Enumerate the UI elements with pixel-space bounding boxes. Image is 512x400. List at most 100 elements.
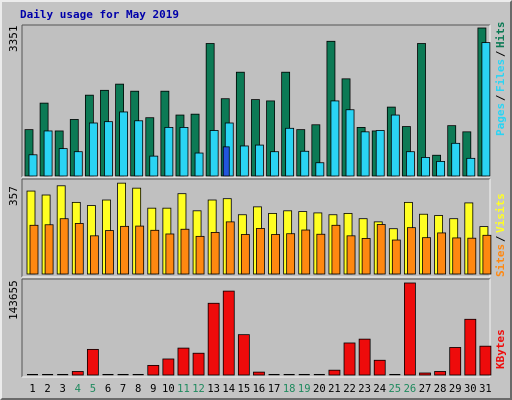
- hits-legend-sep: /: [494, 94, 507, 101]
- files-bar-day-5: [88, 122, 98, 177]
- files-bar-day-31: [481, 42, 491, 177]
- x-tick-day-13: 13: [207, 383, 220, 395]
- sites-bar-day-29: [452, 237, 462, 275]
- x-tick-day-21: 21: [328, 383, 341, 395]
- kbytes-bar-day-20: [313, 374, 325, 376]
- kbytes-bar-day-6: [102, 374, 114, 376]
- x-tick-day-3: 3: [60, 383, 66, 395]
- sites-bar-day-20: [316, 233, 326, 275]
- sites-bar-day-1: [29, 224, 39, 275]
- files-bar-day-2: [43, 130, 53, 177]
- x-tick-day-4: 4: [75, 383, 81, 395]
- x-tick-day-31: 31: [479, 383, 492, 395]
- x-tick-day-8: 8: [135, 383, 141, 395]
- visits-ymax-label: 357: [7, 186, 20, 206]
- kbytes-bar-day-13: [207, 302, 220, 376]
- kbytes-bar-day-14: [222, 290, 235, 376]
- kbytes-bar-day-28: [434, 371, 447, 376]
- kbytes-bar-day-2: [42, 374, 54, 376]
- files-bar-day-7: [119, 111, 128, 177]
- kbytes-bar-day-9: [147, 364, 160, 376]
- sites-bar-day-5: [89, 235, 99, 275]
- sites-bar-day-9: [150, 229, 160, 275]
- sites-bar-day-15: [240, 234, 250, 275]
- x-tick-day-14: 14: [222, 383, 235, 395]
- x-tick-day-27: 27: [419, 383, 432, 395]
- sites-bar-day-24: [376, 224, 386, 275]
- sites-bar-day-7: [120, 225, 129, 275]
- kbytes-bar-day-18: [283, 374, 295, 376]
- kbytes-bar-day-11: [177, 347, 190, 376]
- kbytes-bar-day-5: [86, 348, 99, 376]
- files-bar-day-27: [421, 157, 430, 177]
- kbytes-legend: KBytes: [494, 329, 507, 369]
- files-bar-day-3: [58, 148, 68, 177]
- sites-bar-day-19: [301, 229, 311, 275]
- x-tick-day-15: 15: [238, 383, 251, 395]
- files-bar-day-22: [345, 109, 355, 177]
- x-tick-day-16: 16: [253, 383, 266, 395]
- sites-bar-day-23: [361, 238, 371, 275]
- x-tick-day-6: 6: [105, 383, 111, 395]
- files-bar-day-13: [209, 130, 219, 177]
- files-bar-day-6: [104, 121, 113, 177]
- sites-bar-day-31: [482, 234, 492, 275]
- files-bar-day-4: [73, 151, 83, 177]
- x-tick-day-23: 23: [358, 383, 371, 395]
- files-bar-day-17: [270, 151, 279, 177]
- sites-bar-day-3: [59, 218, 69, 275]
- files-bar-day-10: [164, 127, 174, 177]
- files-bar-day-9: [149, 155, 159, 177]
- kbytes-bar-day-23: [358, 338, 371, 376]
- files-bar-day-19: [300, 150, 310, 177]
- visits-legend-sep: /: [494, 235, 507, 242]
- hits-legend-files: Files: [494, 58, 507, 92]
- x-tick-day-28: 28: [434, 383, 447, 395]
- sites-bar-day-28: [437, 232, 447, 275]
- x-tick-day-10: 10: [162, 383, 175, 395]
- files-bar-day-18: [285, 127, 295, 177]
- sites-bar-day-18: [286, 233, 296, 275]
- sites-bar-day-4: [74, 223, 84, 275]
- kbytes-ymax-label: 143655: [7, 280, 20, 320]
- x-tick-day-17: 17: [268, 383, 281, 395]
- kbytes-bar-day-27: [419, 372, 431, 376]
- visits-legend-visits: Visits: [494, 193, 507, 233]
- x-tick-day-19: 19: [298, 383, 311, 395]
- x-tick-day-29: 29: [449, 383, 462, 395]
- files-bar-day-11: [179, 127, 189, 177]
- files-bar-day-30: [466, 157, 476, 177]
- x-tick-day-1: 1: [29, 383, 35, 395]
- kbytes-bar-day-25: [389, 374, 401, 376]
- kbytes-bar-day-12: [192, 352, 205, 376]
- kbytes-bar-day-1: [27, 374, 38, 376]
- kbytes-bar-day-24: [373, 359, 386, 376]
- x-tick-day-7: 7: [120, 383, 126, 395]
- sites-bar-day-10: [165, 233, 175, 275]
- hits-legend-pages: Pages: [494, 102, 507, 136]
- files-bar-day-21: [330, 100, 340, 177]
- kbytes-bar-day-19: [298, 374, 310, 376]
- x-tick-day-5: 5: [90, 383, 96, 395]
- files-bar-day-28: [436, 161, 446, 177]
- sites-bar-day-13: [210, 231, 220, 275]
- files-bar-day-15: [239, 145, 249, 177]
- hits-bar-day-27: [417, 43, 426, 177]
- sites-bar-day-25: [391, 239, 401, 275]
- files-bar-day-26: [406, 151, 415, 177]
- sites-bar-day-30: [467, 237, 477, 275]
- sites-bar-day-11: [180, 228, 190, 275]
- sites-bar-day-8: [135, 225, 145, 275]
- x-tick-day-12: 12: [192, 383, 205, 395]
- sites-bar-day-14: [225, 221, 235, 275]
- sites-bar-day-27: [422, 237, 431, 275]
- kbytes-bar-day-30: [464, 318, 477, 376]
- kbytes-bar-day-29: [449, 347, 462, 376]
- kbytes-bar-day-31: [479, 345, 492, 376]
- hits-legend-sep: /: [494, 50, 507, 57]
- sites-bar-day-26: [407, 227, 416, 275]
- kbytes-bar-day-4: [71, 371, 84, 376]
- files-bar-day-20: [315, 162, 325, 177]
- sites-bar-day-16: [256, 228, 265, 275]
